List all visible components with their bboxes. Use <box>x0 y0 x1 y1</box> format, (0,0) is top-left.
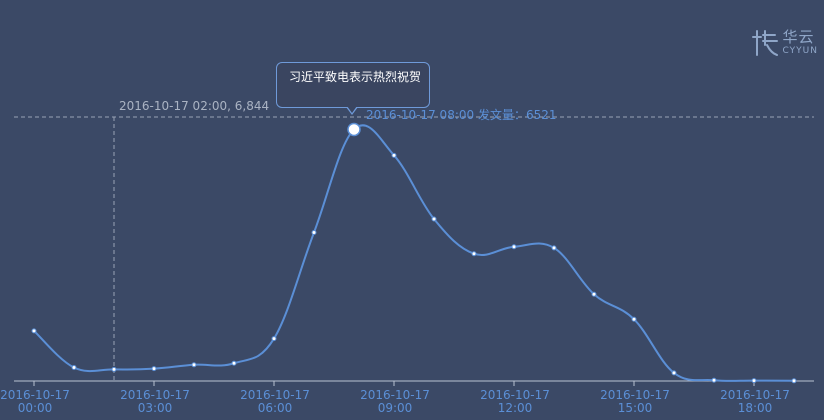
data-point[interactable] <box>511 244 517 250</box>
data-point[interactable] <box>271 336 277 342</box>
highlight-point-label: 2016-10-17 08:00 发文量：6521 <box>366 107 557 122</box>
x-tick-label-time: 00:00 <box>18 401 53 415</box>
data-point[interactable] <box>151 366 157 372</box>
data-point[interactable] <box>191 362 197 368</box>
x-tick-label-time: 06:00 <box>258 401 293 415</box>
tooltip: 习近平致电表示热烈祝贺 <box>276 62 430 108</box>
x-tick-label-time: 09:00 <box>378 401 413 415</box>
x-tick-label-date: 2016-10-17 <box>240 388 310 402</box>
x-tick-label-time: 12:00 <box>498 401 533 415</box>
data-point[interactable] <box>751 378 757 384</box>
series-line <box>33 124 795 382</box>
x-tick-label-date: 2016-10-17 <box>120 388 190 402</box>
data-point[interactable] <box>711 377 717 383</box>
x-tick-label-time: 18:00 <box>738 401 773 415</box>
data-point[interactable] <box>551 245 557 251</box>
data-point[interactable] <box>471 251 477 257</box>
x-tick-label-time: 03:00 <box>138 401 173 415</box>
data-point[interactable] <box>71 364 77 370</box>
x-tick-label-time: 15:00 <box>618 401 653 415</box>
brand-logo: 华云 CYYUN <box>751 26 818 60</box>
highlighted-data-point[interactable] <box>347 122 361 137</box>
data-point[interactable] <box>111 366 117 372</box>
data-point[interactable] <box>791 378 797 384</box>
data-point[interactable] <box>671 370 677 376</box>
data-point[interactable] <box>311 229 317 235</box>
x-tick-label-date: 2016-10-17 <box>600 388 670 402</box>
brand-logo-icon <box>751 30 778 56</box>
tooltip-pointer-fill <box>347 106 357 113</box>
crosshair-label: 2016-10-17 02:00, 6,844 <box>119 99 269 113</box>
brand-logo-en: CYYUN <box>782 46 818 56</box>
x-tick-label-date: 2016-10-17 <box>360 388 430 402</box>
data-point[interactable] <box>431 216 437 222</box>
data-point[interactable] <box>391 152 397 158</box>
data-point[interactable] <box>591 291 597 297</box>
x-tick-label-date: 2016-10-17 <box>720 388 790 402</box>
data-point[interactable] <box>31 328 37 334</box>
data-point[interactable] <box>231 360 237 366</box>
data-point[interactable] <box>631 316 637 322</box>
x-tick-label-date: 2016-10-17 <box>0 388 70 402</box>
brand-logo-cn: 华云 <box>782 28 815 46</box>
x-tick-label-date: 2016-10-17 <box>480 388 550 402</box>
tooltip-text: 习近平致电表示热烈祝贺 <box>289 70 422 84</box>
